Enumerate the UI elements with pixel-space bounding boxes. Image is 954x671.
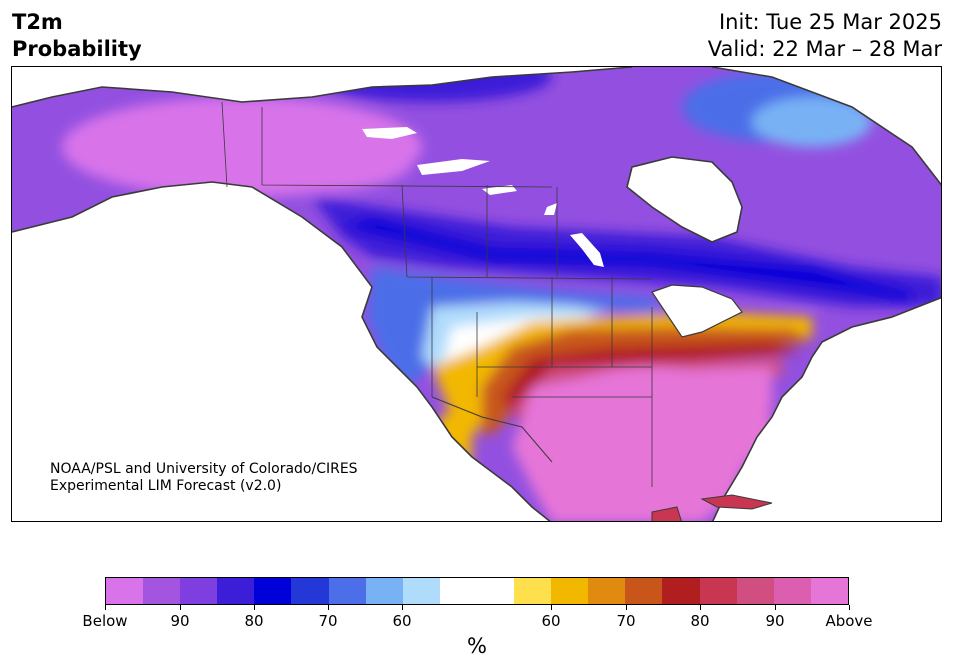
cuba [700, 494, 773, 510]
colorbar-segment [476, 578, 515, 604]
colorbar-segment [328, 578, 366, 604]
colorbar-tick-mark [775, 605, 776, 610]
colorbar-tick-label: Below [82, 612, 128, 630]
colorbar-segment [662, 578, 700, 604]
init-date: Init: Tue 25 Mar 2025 [718, 10, 942, 34]
colorbar-segment [736, 578, 774, 604]
colorbar-segment [402, 578, 440, 604]
colorbar-tick-label: 90 [765, 612, 785, 630]
lake-5 [570, 233, 604, 267]
title-line-1: T2m [12, 10, 63, 34]
yucatan-island [651, 506, 682, 521]
colorbar [105, 577, 849, 605]
colorbar-tick-label: 60 [392, 612, 412, 630]
title-line-2: Probability [12, 37, 142, 61]
colorbar-segment [180, 578, 218, 604]
map-svg: NOAA/PSL and University of Colorado/CIRE… [12, 67, 941, 521]
lake-2 [417, 159, 490, 175]
lake-3 [482, 185, 517, 195]
colorbar-tick-label: 60 [541, 612, 561, 630]
colorbar-tick-label: Above [825, 612, 873, 630]
forecast-map: NOAA/PSL and University of Colorado/CIRE… [11, 66, 942, 522]
credit-line-1: NOAA/PSL and University of Colorado/CIRE… [50, 461, 358, 477]
colorbar-segment [254, 578, 292, 604]
great-lakes [651, 284, 743, 338]
colorbar-unit: % [467, 634, 487, 658]
colorbar-tick-label: 70 [616, 612, 636, 630]
colorbar-tick-mark [551, 605, 552, 610]
colorbar-segment [773, 578, 811, 604]
colorbar-tick-mark [402, 605, 403, 610]
colorbar-segment [699, 578, 737, 604]
colorbar-tick-label: 80 [244, 612, 264, 630]
colorbar-segment [217, 578, 255, 604]
credit-text: NOAA/PSL and University of Colorado/CIRE… [50, 461, 362, 494]
colorbar-tick-mark [849, 605, 850, 610]
hudson-bay [626, 156, 743, 243]
colorbar-tick-mark [105, 605, 106, 610]
colorbar-segment [588, 578, 626, 604]
colorbar-tick-mark [626, 605, 627, 610]
colorbar-segment [810, 578, 848, 604]
colorbar-segment [143, 578, 181, 604]
valid-period: Valid: 22 Mar – 28 Mar [707, 37, 942, 61]
lake-1 [362, 127, 417, 139]
colorbar-tick-mark [180, 605, 181, 610]
colorbar-tick-mark [328, 605, 329, 610]
credit-line-2: Experimental LIM Forecast (v2.0) [50, 478, 281, 494]
mexico-border [431, 396, 553, 463]
forecast-dates: Init: Tue 25 Mar 2025 Valid: 22 Mar – 28… [708, 9, 942, 63]
colorbar-tick-mark [254, 605, 255, 610]
state-borders [221, 101, 653, 487]
coastline [12, 67, 941, 521]
colorbar-tick-label: 80 [690, 612, 710, 630]
colorbar-segment [514, 578, 552, 604]
colorbar-tick-label: 70 [318, 612, 338, 630]
colorbar-segment [551, 578, 589, 604]
map-title: T2m Probability [12, 9, 142, 63]
colorbar-tick-mark [700, 605, 701, 610]
colorbar-segment [625, 578, 663, 604]
colorbar-segment [439, 578, 477, 604]
lake-4 [544, 203, 557, 215]
colorbar-segment [291, 578, 329, 604]
colorbar-tick-label: 90 [170, 612, 190, 630]
colorbar-segment [365, 578, 403, 604]
colorbar-segment [106, 578, 144, 604]
